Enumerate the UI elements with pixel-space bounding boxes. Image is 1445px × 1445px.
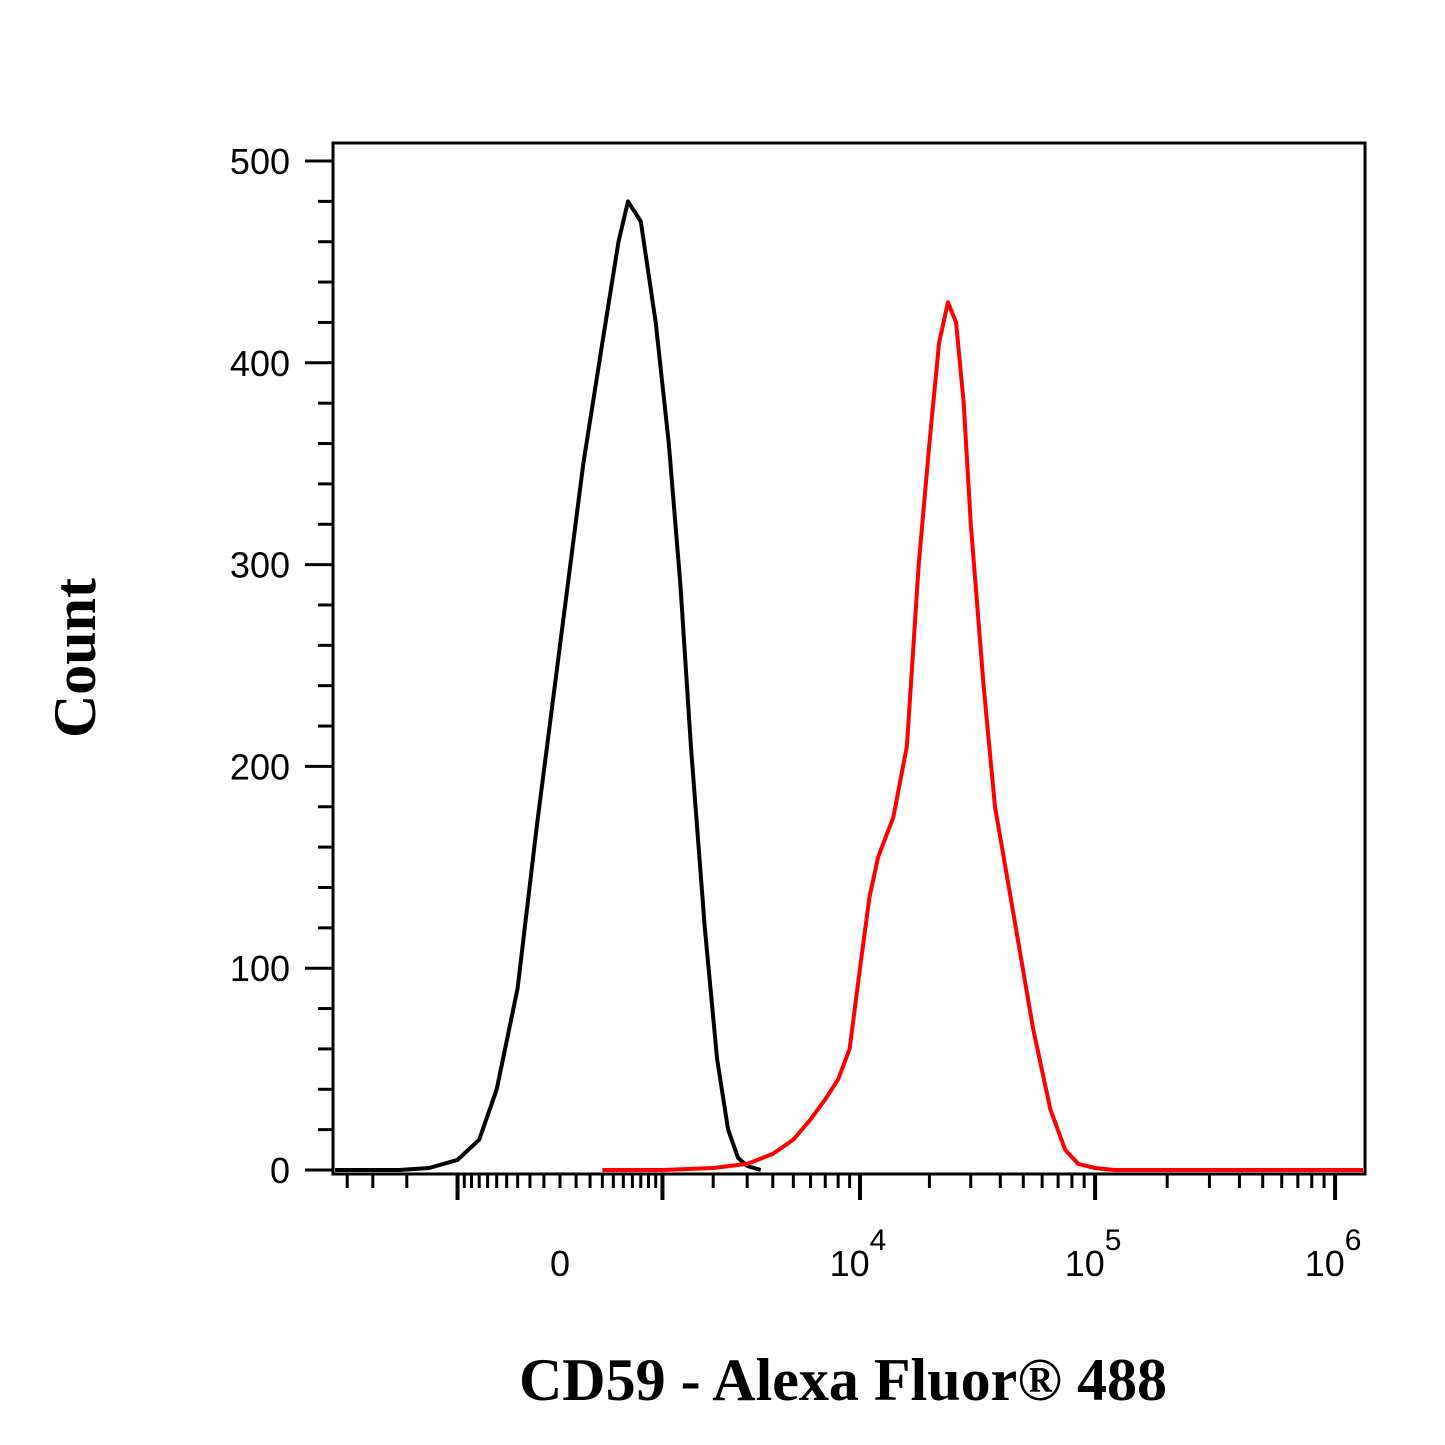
y-axis-title: Count	[42, 578, 108, 738]
y-axis: 0 100 200 300 400 500	[230, 141, 335, 1191]
y-tick-label: 400	[230, 343, 290, 384]
x-axis-title: CD59 - Alexa Fluor® 488	[519, 1347, 1167, 1413]
series-line-1	[335, 199, 762, 1172]
y-tick-label: 200	[230, 746, 290, 787]
y-tick-label: 0	[270, 1150, 290, 1191]
x-tick-label: 106	[1305, 1224, 1362, 1284]
plot-frame	[331, 141, 1367, 1176]
y-tick-label: 300	[230, 545, 290, 586]
x-tick-label: 105	[1065, 1224, 1122, 1284]
x-tick-label: 104	[830, 1224, 887, 1284]
x-axis: 0 104 105 106	[345, 1174, 1362, 1284]
y-tick-label: 100	[230, 948, 290, 989]
series-layer	[335, 199, 1363, 1172]
y-tick-label: 500	[230, 141, 290, 182]
series-line-2	[602, 300, 1363, 1172]
x-tick-label: 0	[550, 1243, 570, 1284]
